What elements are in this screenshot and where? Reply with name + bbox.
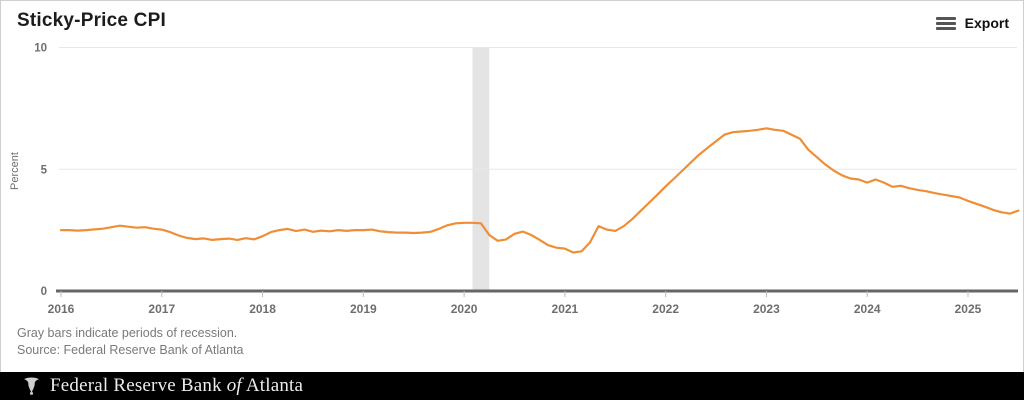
x-axis-tick-label: 2018 bbox=[249, 302, 276, 316]
x-axis-tick-label: 2025 bbox=[955, 302, 982, 316]
cpi-series-line[interactable] bbox=[59, 127, 1020, 254]
bank-name-of: of bbox=[226, 375, 242, 396]
x-axis-tick-label: 2023 bbox=[753, 302, 780, 316]
bank-name-suffix: Atlanta bbox=[241, 375, 304, 396]
y-axis-tick-label: 10 bbox=[34, 43, 47, 55]
chart-footnotes: Gray bars indicate periods of recession.… bbox=[17, 325, 244, 359]
x-axis-tick-label: 2019 bbox=[350, 302, 377, 316]
atlanta-fed-footer: Federal Reserve Bank of Atlanta bbox=[0, 372, 1024, 400]
x-axis-tick-label: 2016 bbox=[48, 302, 75, 316]
y-axis-tick-label: 5 bbox=[41, 164, 48, 176]
export-label[interactable]: Export bbox=[964, 15, 1009, 31]
x-axis-tick-label: 2024 bbox=[854, 302, 881, 316]
cpi-line-chart[interactable]: 0 5 10 2016 2017 2018 2019 2020 2021 2022 2023 2024… bbox=[1, 37, 1024, 322]
recession-note: Gray bars indicate periods of recession. bbox=[17, 326, 238, 340]
x-axis-tick-label: 2017 bbox=[148, 302, 175, 316]
x-axis-tick-label: 2020 bbox=[451, 302, 478, 316]
hamburger-menu-icon[interactable] bbox=[935, 16, 956, 30]
x-axis-tick-label: 2021 bbox=[552, 302, 579, 316]
page-title: Sticky-Price CPI bbox=[17, 10, 166, 31]
bank-name-prefix: Federal Reserve Bank bbox=[50, 375, 227, 396]
y-axis-tick-label: 0 bbox=[41, 286, 47, 298]
source-note: Source: Federal Reserve Bank of Atlanta bbox=[17, 343, 244, 357]
atlanta-fed-eagle-icon bbox=[24, 377, 39, 395]
y-axis-title: Percent bbox=[9, 152, 21, 190]
chart-header: Sticky-Price CPI Export bbox=[1, 1, 1023, 41]
export-button[interactable]: Export bbox=[935, 15, 1009, 31]
x-axis-tick-label: 2022 bbox=[652, 302, 679, 316]
bank-name: Federal Reserve Bank of Atlanta bbox=[50, 375, 303, 397]
